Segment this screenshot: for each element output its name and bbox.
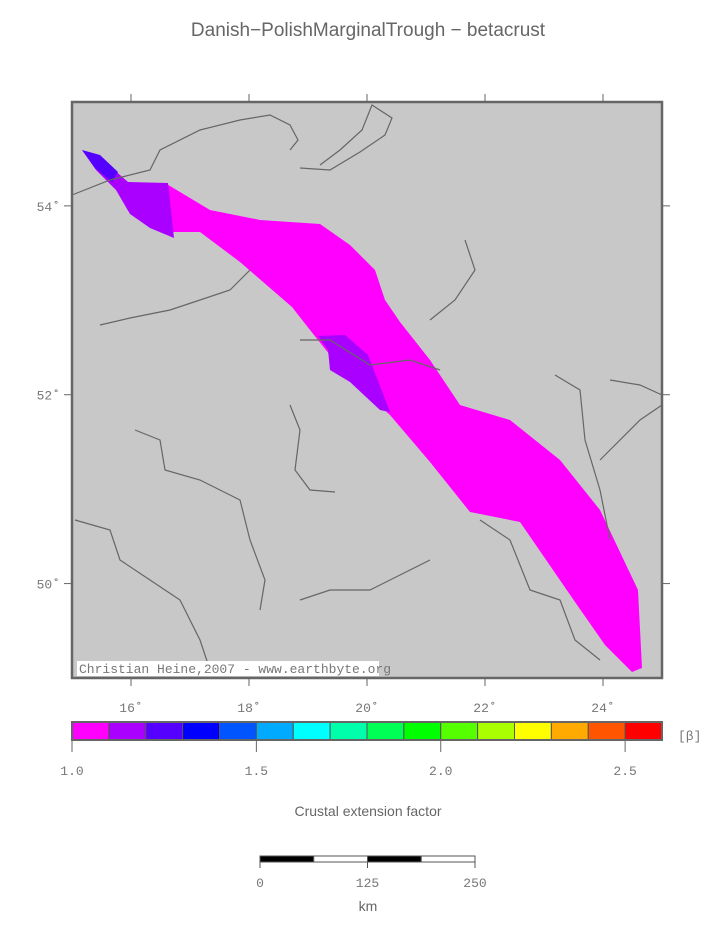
scalebar-tick-label: 125 (356, 876, 379, 891)
credit: Christian Heine,2007 - www.earthbyte.org (79, 662, 391, 677)
colorbar-swatch (292, 721, 331, 741)
trough (82, 150, 642, 672)
x-tick-label: 18˚ (237, 701, 260, 716)
colorbar-swatch (219, 721, 257, 741)
scalebar-unit: km (359, 898, 378, 914)
credit-box (77, 661, 379, 676)
colorbar-tick-label: 1.0 (60, 764, 83, 779)
scalebar-segment (259, 855, 315, 863)
x-tick-label: 20˚ (355, 701, 378, 716)
colorbar-unit: [β] (678, 729, 701, 744)
colorbar-swatch (182, 721, 220, 741)
colorbar-swatch (71, 721, 110, 741)
colorbar-swatch (477, 721, 515, 741)
scalebar-tick-label: 250 (463, 876, 486, 891)
colorbar-swatch (514, 721, 552, 741)
scalebar-tick-label: 0 (256, 876, 264, 891)
colorbar-label: Crustal extension factor (294, 803, 441, 819)
y-tick-label: 52˚ (37, 389, 60, 404)
colorbar-tick-label: 2.0 (429, 764, 452, 779)
colorbar-swatch (329, 721, 368, 741)
colorbar-swatch (108, 721, 147, 741)
colorbar-tick-label: 2.5 (613, 764, 636, 779)
x-tick-label: 16˚ (119, 701, 142, 716)
scalebar-segment (420, 855, 476, 863)
y-tick-label: 54˚ (37, 200, 60, 215)
title: Danish−PolishMarginalTrough − betacrust (191, 20, 546, 41)
scalebar-segment (313, 855, 368, 863)
colorbar-swatch (366, 721, 405, 741)
colorbar-swatch (587, 721, 626, 741)
x-tick-label: 22˚ (473, 701, 496, 716)
geography (71, 104, 663, 671)
colorbar-swatch (145, 721, 184, 741)
colorbar-swatch (624, 721, 663, 741)
y-tick-label: 50˚ (37, 578, 60, 593)
x-tick-label: 24˚ (591, 701, 614, 716)
colorbar-tick-label: 1.5 (245, 764, 268, 779)
colorbar-swatch (440, 721, 479, 741)
colorbar-swatch (403, 721, 442, 741)
scalebar-segment (367, 855, 422, 863)
colorbar-frame (71, 721, 663, 741)
colorbar-swatch (255, 721, 294, 741)
colorbar-swatch (550, 721, 589, 741)
